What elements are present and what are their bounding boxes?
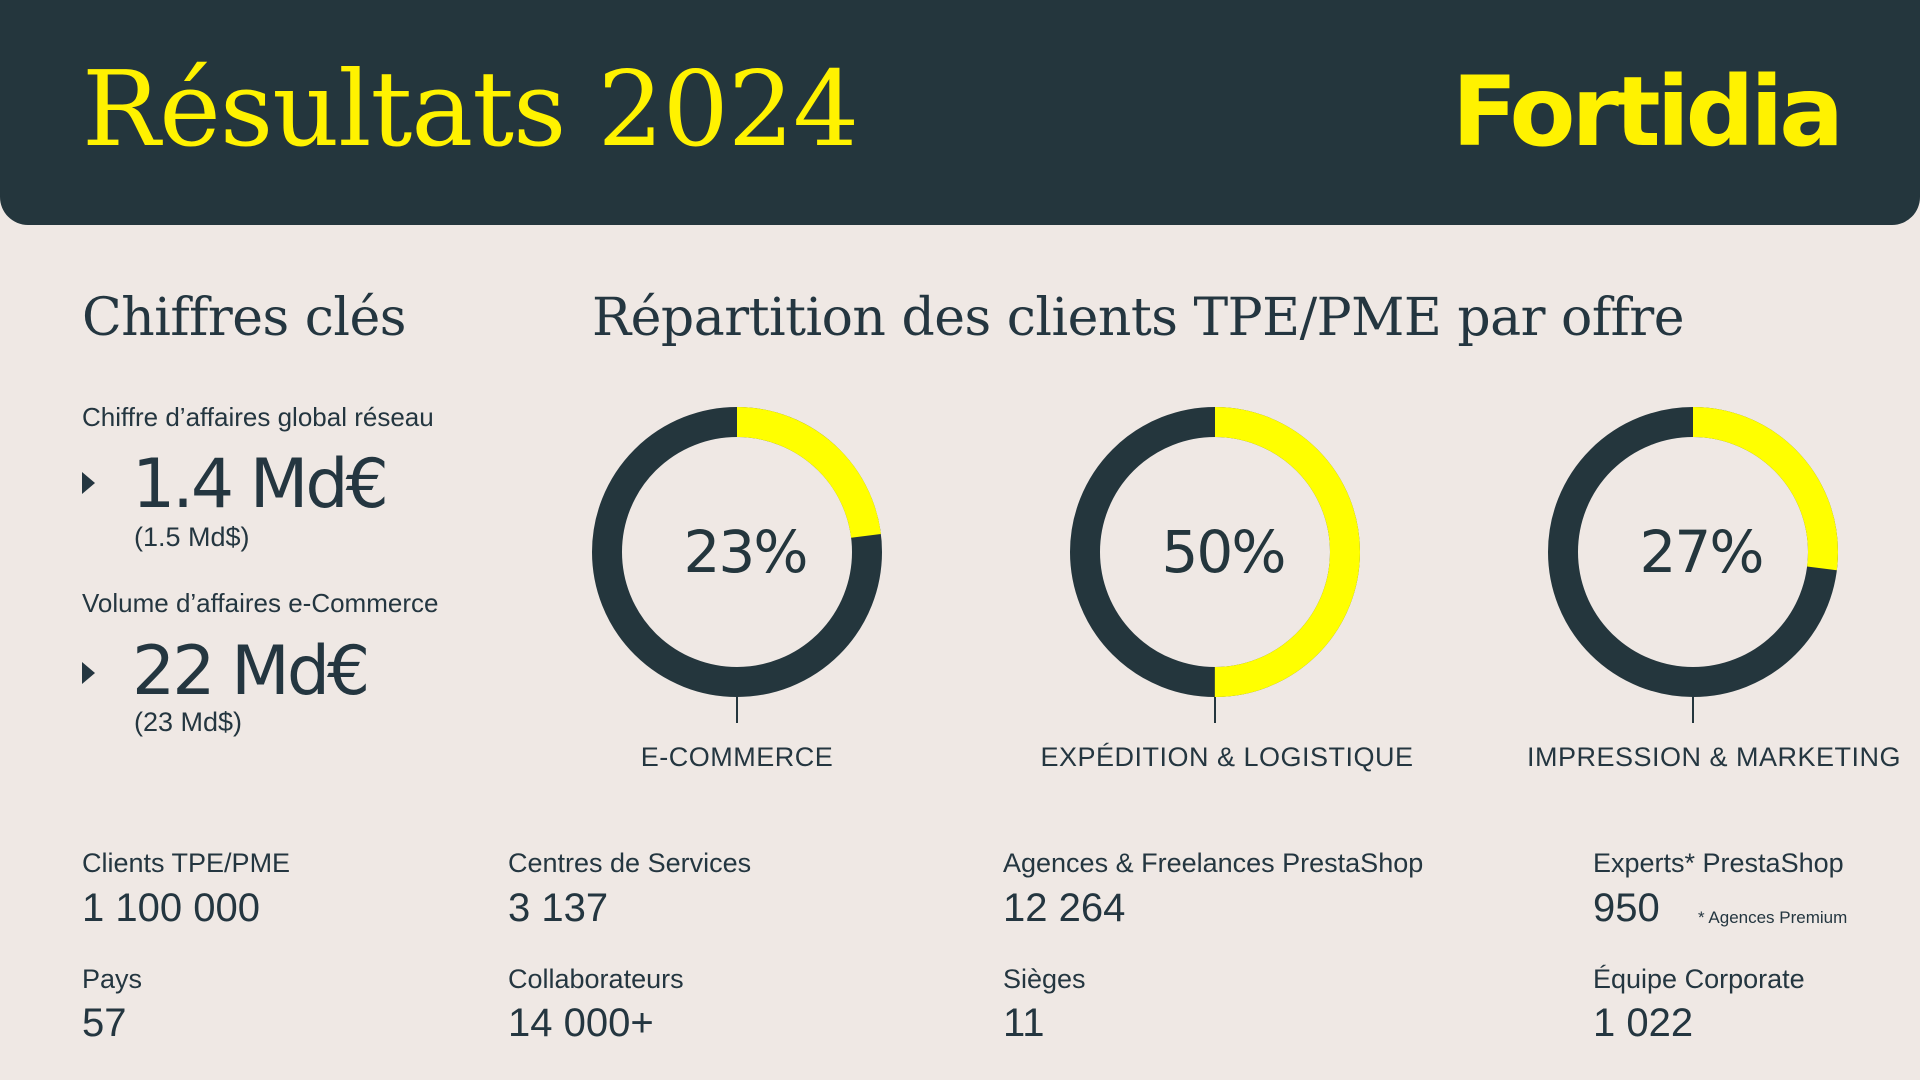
stat-value: 11 [1003,1001,1045,1045]
stat-label: Centres de Services [508,848,752,878]
donut-value-arc [592,407,882,697]
key-figure-label: Volume d’affaires e-Commerce [82,588,439,618]
donut-value-label: 27% [1640,518,1763,586]
stat-value: 14 000+ [508,1001,654,1045]
stat-label: Sièges [1003,964,1086,994]
donut-chart-impression-marketing: 27% [1548,407,1838,723]
stat-value: 12 264 [1003,886,1126,930]
triangle-right-icon [82,662,95,684]
donut-category-label: EXPÉDITION & LOGISTIQUE [1040,742,1414,772]
stat-value: 3 137 [508,886,609,930]
triangle-right-icon [82,472,95,494]
key-figure-value: 22 Md€ [132,632,370,711]
key-figures-title: Chiffres clés [82,288,406,348]
donut-category-label: E-COMMERCE [640,742,834,772]
donut-chart-e-commerce: 23% [592,407,882,723]
footnote: * Agences Premium [1698,908,1848,927]
stat-label: Clients TPE/PME [82,848,291,878]
stat-label: Agences & Freelances PrestaShop [1003,848,1424,878]
brand-logo: Fortidia [1451,56,1844,168]
stat-value: 1 100 000 [82,886,260,930]
key-figure-value: 1.4 Md€ [132,445,389,524]
donut-value-arc [1070,407,1360,697]
donut-value-arc [1548,407,1838,697]
donut-value-label: 23% [684,518,807,586]
donut-value-label: 50% [1162,518,1285,586]
donut-category-label: IMPRESSION & MARKETING [1526,742,1902,772]
stat-value: 1 022 [1593,1001,1694,1045]
stat-value: 57 [82,1001,127,1045]
stat-label: Collaborateurs [508,964,684,994]
stat-value: 950 [1593,886,1660,930]
key-figure-sub: (23 Md$) [134,707,243,737]
key-figure-label: Chiffre d’affaires global réseau [82,402,434,432]
page-title: Résultats 2024 [82,48,859,170]
stat-label: Pays [82,964,143,994]
chart-section-title: Répartition des clients TPE/PME par offr… [592,288,1684,348]
stat-label: Experts* PrestaShop [1593,848,1844,878]
donut-chart-expedition-logistique: 50% [1070,407,1360,723]
header-banner: Résultats 2024 Fortidia [0,0,1920,225]
key-figure-sub: (1.5 Md$) [134,522,250,552]
stat-label: Équipe Corporate [1593,964,1805,994]
